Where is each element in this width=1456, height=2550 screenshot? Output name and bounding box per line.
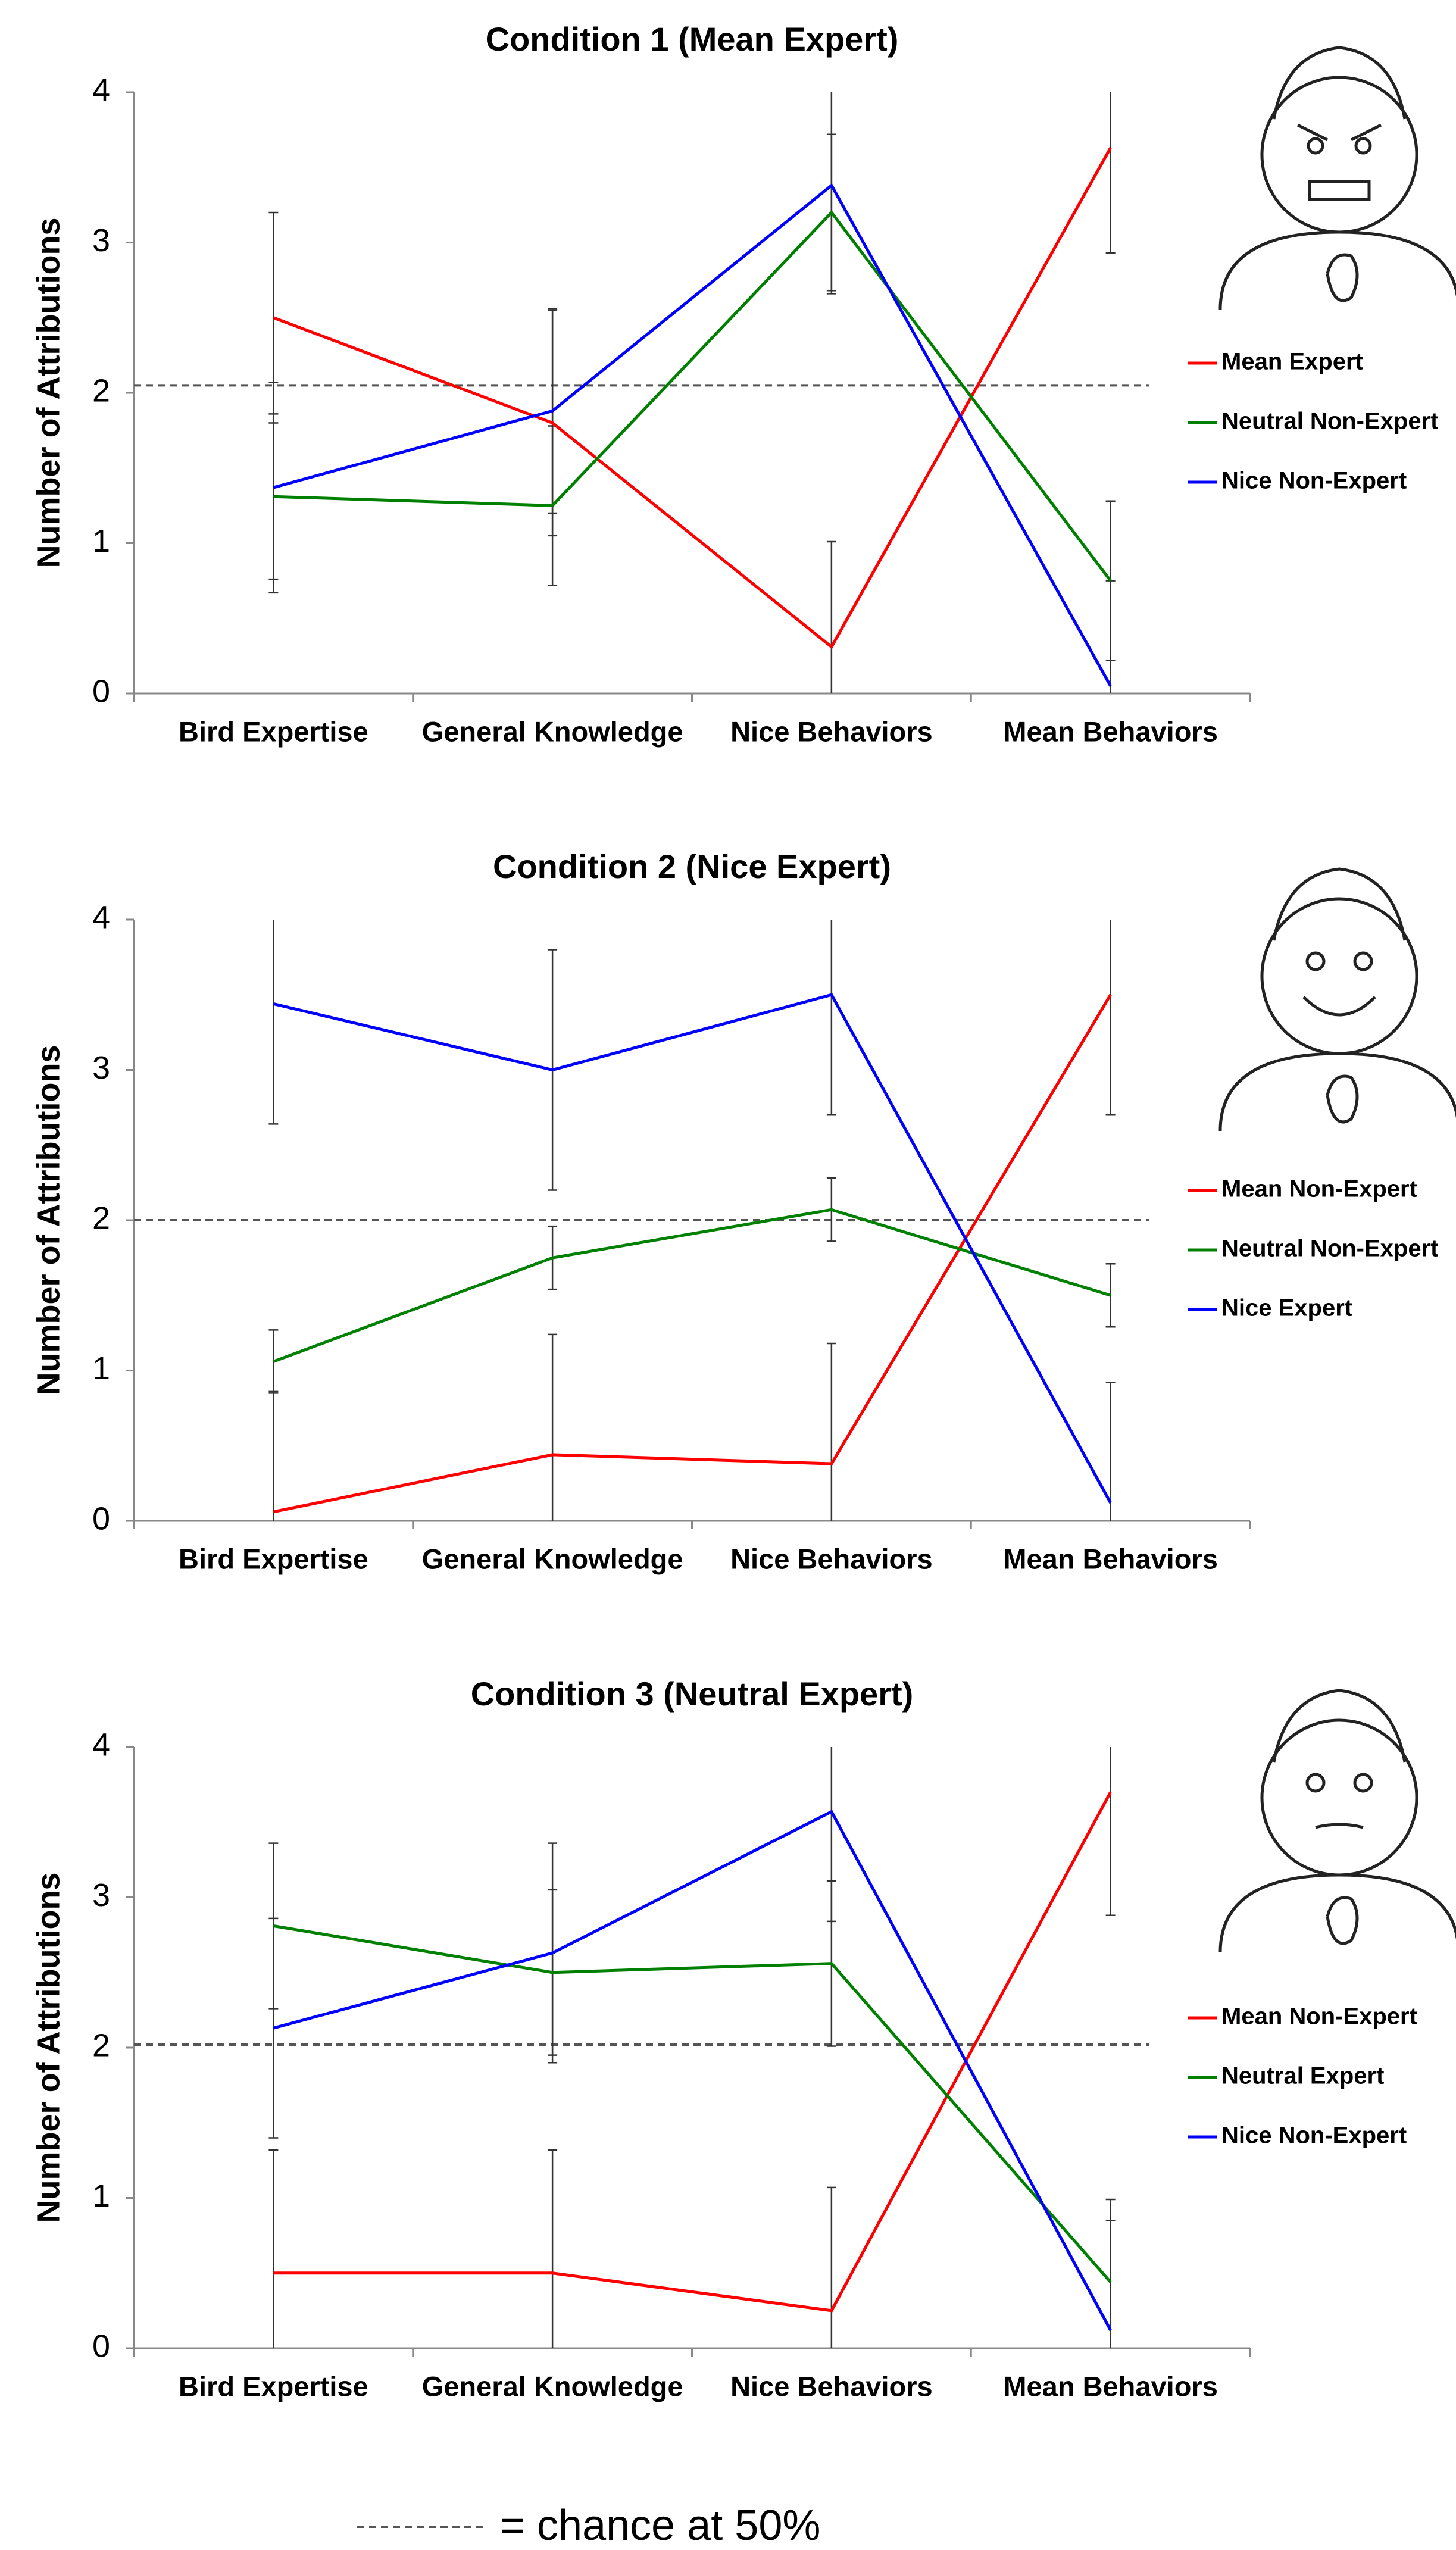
x-tick-label: Mean Behaviors [1003, 715, 1217, 747]
legend-label: Neutral Non-Expert [1221, 1236, 1439, 1262]
y-tick-label: 4 [92, 1727, 110, 1762]
x-tick-label: Nice Behaviors [730, 715, 933, 747]
y-tick-label: 2 [92, 1200, 110, 1236]
legend-label: Nice Non-Expert [1221, 2123, 1407, 2149]
legend-label: Nice Expert [1221, 1295, 1352, 1321]
chart: Condition 3 (Neutral Expert) Number of At… [30, 1669, 1417, 2440]
y-tick-label: 0 [92, 2328, 110, 2364]
x-tick-label: General Knowledge [422, 2370, 683, 2402]
x-tick-label: Mean Behaviors [1003, 1543, 1217, 1574]
y-tick-label: 3 [92, 1877, 110, 1913]
figure: = chance at 50% Condition 1 (Mean Expert… [0, 0, 1456, 2550]
x-tick-label: Bird Expertise [179, 1543, 368, 1574]
series-line [273, 1210, 1110, 1361]
x-tick-label: Bird Expertise [179, 715, 368, 747]
y-tick-label: 0 [92, 673, 110, 709]
y-tick-label: 4 [92, 72, 110, 108]
face-icon [1220, 1690, 1456, 1952]
y-tick-label: 2 [92, 373, 110, 408]
x-tick-label: General Knowledge [422, 715, 683, 747]
series-line [273, 186, 1110, 686]
chart: Condition 2 (Nice Expert) Number of Attri… [30, 848, 1438, 1632]
chart-title: Condition 1 (Mean Expert) [486, 20, 899, 58]
legend-label: Neutral Non-Expert [1221, 408, 1439, 435]
y-tick-label: 3 [92, 1050, 110, 1086]
chart-title: Condition 3 (Neutral Expert) [471, 1675, 914, 1712]
legend-label: Nice Non-Expert [1221, 468, 1407, 494]
series-line [273, 995, 1110, 1512]
y-tick-label: 2 [92, 2027, 110, 2063]
series-line [273, 212, 1110, 581]
y-axis-label: Number of Attributions [30, 1873, 66, 2223]
face-icon [1220, 48, 1456, 310]
y-tick-label: 0 [92, 1501, 110, 1536]
y-tick-label: 1 [92, 523, 110, 559]
x-tick-label: Bird Expertise [179, 2370, 368, 2402]
series-line [273, 1812, 1110, 2330]
x-tick-label: Mean Behaviors [1003, 2370, 1217, 2402]
y-axis-label: Number of Attributions [30, 218, 66, 568]
y-axis-label: Number of Attributions [30, 1045, 66, 1396]
y-tick-label: 1 [92, 2178, 110, 2214]
legend-label: Mean Expert [1221, 349, 1363, 375]
note: = chance at 50% [500, 2502, 820, 2549]
legend-label: Mean Non-Expert [1221, 1176, 1417, 1202]
series-line [273, 1926, 1110, 2282]
x-tick-label: General Knowledge [422, 1543, 683, 1574]
series-line [273, 1792, 1110, 2311]
face-icon [1220, 869, 1456, 1131]
x-tick-label: Nice Behaviors [730, 1543, 933, 1574]
chart-title: Condition 2 (Nice Expert) [493, 848, 891, 885]
x-tick-label: Nice Behaviors [730, 2370, 933, 2402]
series-line [273, 995, 1110, 1502]
series-line [273, 148, 1110, 646]
legend-label: Mean Non-Expert [1221, 2004, 1417, 2030]
chart: Condition 1 (Mean Expert) Number of Attri… [30, 20, 1438, 791]
y-tick-label: 1 [92, 1351, 110, 1386]
y-tick-label: 3 [92, 223, 110, 258]
legend-label: Neutral Expert [1221, 2063, 1384, 2089]
y-tick-label: 4 [92, 899, 110, 935]
